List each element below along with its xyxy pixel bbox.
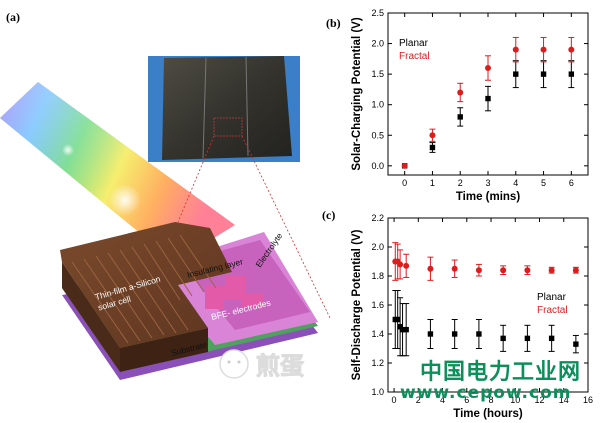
legend-entry-fractal: Fractal <box>399 51 430 62</box>
x-tick-label: 0 <box>392 395 397 405</box>
data-point-fractal <box>572 267 579 274</box>
logo-mascot <box>219 349 249 379</box>
watermark-url: www.cepow.com <box>400 383 572 403</box>
y-tick-label: 0.5 <box>371 130 384 140</box>
x-tick-label: 10 <box>510 395 520 405</box>
x-tick-label: 2 <box>458 178 463 188</box>
x-axis-label: Time (hours) <box>453 408 523 420</box>
data-point-fractal <box>397 261 404 268</box>
legend-entry-fractal: Fractal <box>537 305 568 316</box>
data-point-planar <box>403 326 409 333</box>
data-point-planar <box>429 144 436 151</box>
y-tick-label: 1.8 <box>371 271 384 281</box>
data-point-planar <box>500 335 506 342</box>
light-glow <box>62 144 74 156</box>
y-axis-label: Self-Discharge Potential (V) <box>351 229 363 380</box>
panel-label-c: (c) <box>322 208 336 222</box>
x-tick-label: 14 <box>559 395 569 405</box>
data-point-planar <box>540 71 547 77</box>
data-point-fractal <box>403 262 410 269</box>
photo-inset-highlight <box>213 117 243 137</box>
y-axis-label: Solar-Charging Potential (V) <box>351 17 363 171</box>
watermark-cn: 中国电力工业网 <box>420 360 582 385</box>
data-point-planar <box>397 324 403 330</box>
x-tick-label: 16 <box>583 395 593 405</box>
x-axis-label: Time (mins) <box>456 191 520 203</box>
y-tick-label: 2.0 <box>371 242 384 252</box>
photo-inset-line <box>202 57 207 159</box>
cell-stripes <box>71 234 217 344</box>
x-tick-label: 4 <box>513 178 518 188</box>
x-tick-label: 5 <box>541 178 546 188</box>
data-point-fractal <box>540 46 547 53</box>
data-point-planar <box>399 326 406 333</box>
chart-b: 0 1 2 3 4 5 6 0.0 0.5 1.0 1.5 2.0 2.5 Time (mins) Sola… <box>351 8 589 203</box>
data-point-fractal <box>568 46 575 53</box>
y-tick-label: 1.0 <box>371 100 384 110</box>
y-tick-label: 2.2 <box>371 213 384 223</box>
legend-entry-planar: Planar <box>399 38 429 49</box>
solar-cell-top <box>60 222 232 348</box>
data-point-fractal <box>401 162 408 169</box>
x-tick-label: 2 <box>416 395 421 405</box>
panel-label-b: (b) <box>326 16 341 30</box>
callout-line <box>241 135 331 319</box>
y-tick-label: 0.0 <box>371 161 384 171</box>
data-point-planar <box>476 331 482 337</box>
data-point-fractal <box>485 65 491 72</box>
y-tick-label: 1.4 <box>371 329 384 339</box>
x-tick-label: 6 <box>464 395 469 405</box>
x-tick-label: 6 <box>569 178 574 188</box>
y-tick-label: 1.5 <box>371 69 384 79</box>
y-tick-label: 2.5 <box>371 8 384 18</box>
x-tick-label: 12 <box>535 395 545 405</box>
data-point-fractal <box>500 267 507 274</box>
data-point-fractal <box>429 132 436 139</box>
legend-entry-planar: Planar <box>537 292 567 303</box>
data-point-fractal <box>451 265 458 272</box>
data-point-planar <box>427 331 434 337</box>
data-point-fractal <box>475 267 482 274</box>
panel-a-schematic: Thin-film a-Silicon solar cell Insulatin… <box>0 56 331 380</box>
data-point-fractal <box>512 46 519 53</box>
data-point-fractal <box>524 267 531 274</box>
data-point-planar <box>394 316 401 323</box>
x-tick-label: 0 <box>402 178 407 188</box>
bfe-electrodes <box>205 275 263 309</box>
photo-inset-panel <box>162 56 292 160</box>
logo-mascot-eye <box>227 360 231 364</box>
photo-inset-line <box>245 56 249 157</box>
data-point-planar <box>513 71 519 77</box>
light-glow <box>109 184 141 216</box>
data-point-planar <box>573 341 579 347</box>
data-point-fractal <box>457 89 464 96</box>
solar-cell-front <box>62 262 120 372</box>
x-tick-label: 4 <box>440 395 445 405</box>
data-point-planar <box>485 95 491 102</box>
y-tick-label: 1.2 <box>371 358 384 368</box>
x-tick-label: 1 <box>430 178 435 188</box>
x-tick-label: 3 <box>485 178 490 188</box>
watermark-logo: 煎蛋 <box>214 338 324 393</box>
y-tick-label: 1.6 <box>371 300 384 310</box>
chart-c: 0 2 4 6 8 10 12 14 16 1.0 1.2 1.4 1.6 1.8 2.0 2.2 Time (… <box>351 213 593 420</box>
data-point-fractal <box>427 265 434 272</box>
solar-cell-side <box>120 328 208 372</box>
logo-mascot-eye <box>237 360 241 364</box>
data-point-fractal <box>548 267 555 274</box>
callout-line <box>177 135 215 223</box>
y-tick-label: 2.0 <box>371 39 384 49</box>
data-point-planar <box>568 71 575 77</box>
data-point-planar <box>524 335 531 342</box>
data-point-planar <box>451 331 458 337</box>
y-tick-label: 1.0 <box>371 387 384 397</box>
logo-text: 煎蛋 <box>256 352 304 380</box>
light-beam-highlight <box>0 82 235 262</box>
panel-label-a: (a) <box>6 10 20 24</box>
x-tick-label: 8 <box>489 395 494 405</box>
data-point-planar <box>548 335 555 342</box>
data-point-planar <box>457 114 463 120</box>
